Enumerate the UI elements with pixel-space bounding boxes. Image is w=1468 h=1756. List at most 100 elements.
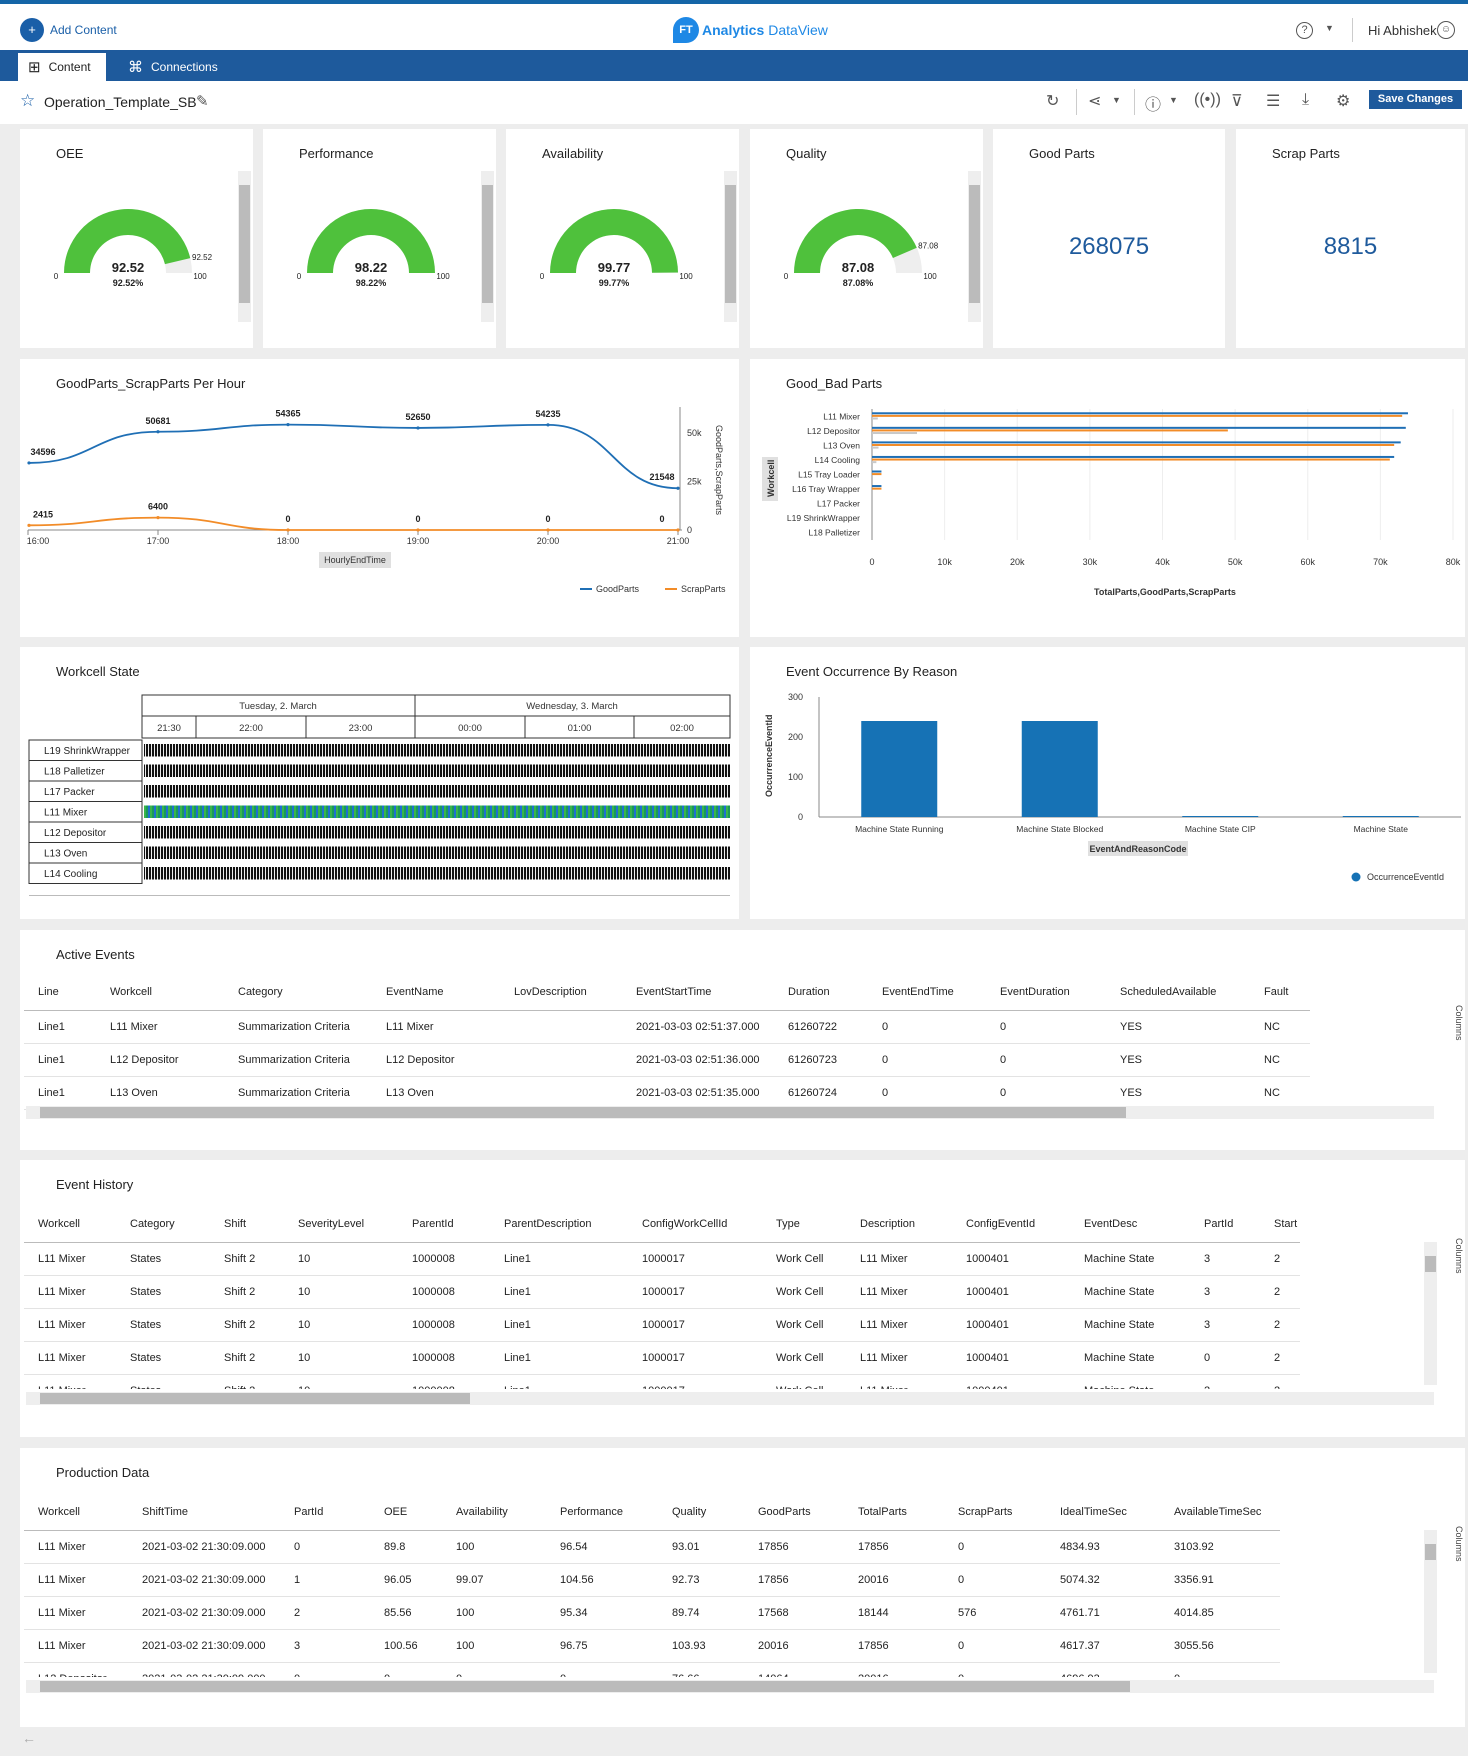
column-header[interactable]: Quality <box>658 1494 744 1531</box>
vertical-scrollbar[interactable] <box>1424 1242 1437 1385</box>
column-header[interactable]: ParentDescription <box>490 1206 628 1243</box>
save-changes-button[interactable]: Save Changes <box>1369 90 1462 109</box>
table-cell: 2 <box>280 1596 370 1630</box>
column-header[interactable]: TotalParts <box>844 1494 944 1531</box>
add-content-icon[interactable]: + <box>20 18 44 42</box>
column-header[interactable]: ConfigEventId <box>952 1206 1070 1243</box>
user-greeting[interactable]: Hi Abhishek <box>1368 23 1437 38</box>
gear-icon[interactable]: ⚙ <box>1336 93 1351 110</box>
table-cell: Line1 <box>490 1374 628 1389</box>
column-header[interactable]: AvailableTimeSec <box>1160 1494 1280 1531</box>
column-header[interactable]: Type <box>762 1206 846 1243</box>
tab-connections[interactable]: ⌘ Connections <box>118 53 228 81</box>
bar-TotalParts <box>872 426 1406 429</box>
share-icon[interactable]: ⋖ <box>1088 93 1102 110</box>
filter-icon[interactable]: ⊽ <box>1231 93 1243 110</box>
column-header[interactable]: ParentId <box>398 1206 490 1243</box>
chevron-down-icon[interactable]: ▼ <box>1169 95 1178 105</box>
x-axis-label-bg <box>1088 841 1188 856</box>
column-header[interactable]: SeverityLevel <box>284 1206 398 1243</box>
column-header[interactable]: Category <box>116 1206 210 1243</box>
table-cell: 2021-03-03 02:51:35.000 <box>622 1076 774 1110</box>
chevron-down-icon[interactable]: ▼ <box>1325 23 1334 33</box>
column-header[interactable]: EventName <box>372 974 500 1011</box>
chevron-down-icon[interactable]: ▼ <box>1112 95 1121 105</box>
table-row[interactable]: Line1 L12 Depositor Summarization Criteria… <box>24 1043 1310 1077</box>
vertical-scrollbar[interactable] <box>1424 1530 1437 1673</box>
table-row[interactable]: L11 Mixer 2021-03-02 21:30:09.000 3 100.56 1… <box>24 1629 1280 1663</box>
column-header[interactable]: EventDuration <box>986 974 1106 1011</box>
broadcast-icon[interactable]: ((•)) <box>1194 91 1221 108</box>
column-header[interactable]: Category <box>224 974 372 1011</box>
table-row[interactable]: L11 Mixer 2021-03-02 21:30:09.000 2 85.56 10… <box>24 1596 1280 1630</box>
user-avatar-icon[interactable]: ☺ <box>1437 21 1455 39</box>
horizontal-scrollbar[interactable] <box>26 1392 1434 1405</box>
columns-panel-toggle[interactable]: Columns <box>1454 1238 1464 1274</box>
tab-content[interactable]: ⊞ Content <box>18 53 106 81</box>
column-header[interactable]: Workcell <box>24 1494 128 1531</box>
table-row[interactable]: Line1 L13 Oven Summarization Criteria L13 O… <box>24 1076 1310 1110</box>
scrollbar[interactable] <box>724 171 737 322</box>
column-header[interactable]: PartId <box>1190 1206 1260 1243</box>
back-arrow-icon[interactable]: ← <box>22 1730 36 1746</box>
column-header[interactable]: IdealTimeSec <box>1046 1494 1160 1531</box>
column-header[interactable]: Line <box>24 974 96 1011</box>
horizontal-scrollbar[interactable] <box>26 1680 1434 1693</box>
y-tick-label: 100 <box>788 772 803 782</box>
workcell-row-label: L19 ShrinkWrapper <box>44 746 131 757</box>
column-header[interactable]: ScrapParts <box>944 1494 1046 1531</box>
column-header[interactable]: ShiftTime <box>128 1494 280 1531</box>
gauge-min: 0 <box>784 272 789 281</box>
bar-GoodParts <box>872 473 882 476</box>
table-row[interactable]: L11 Mixer 2021-03-02 21:30:09.000 1 96.05 99… <box>24 1563 1280 1597</box>
bar <box>1182 816 1259 817</box>
active-events-table: Line Workcell Category EventName LovDescript… <box>24 974 1310 1110</box>
column-header[interactable]: EventStartTime <box>622 974 774 1011</box>
download-icon[interactable]: ⤓ <box>1302 91 1310 108</box>
column-header[interactable]: Workcell <box>96 974 224 1011</box>
column-header[interactable]: EventDesc <box>1070 1206 1190 1243</box>
column-header[interactable]: Duration <box>774 974 868 1011</box>
column-header[interactable]: Fault <box>1250 974 1310 1011</box>
info-icon[interactable]: ⓘ <box>1145 97 1162 114</box>
gauge-fill <box>550 208 678 273</box>
scrollbar[interactable] <box>481 171 494 322</box>
horizontal-scrollbar[interactable] <box>26 1106 1434 1119</box>
columns-panel-toggle[interactable]: Columns <box>1454 1526 1464 1562</box>
column-header[interactable]: EventEndTime <box>868 974 986 1011</box>
columns-panel-toggle[interactable]: Columns <box>1454 1005 1464 1041</box>
sliders-icon[interactable]: ☰ <box>1266 93 1281 110</box>
column-header[interactable]: LovDescription <box>500 974 622 1011</box>
favorite-star-icon[interactable]: ☆ <box>20 91 36 110</box>
column-header[interactable]: Performance <box>546 1494 658 1531</box>
table-cell: States <box>116 1374 210 1389</box>
help-icon[interactable]: ? <box>1296 22 1313 39</box>
table-cell: 3103.92 <box>1160 1530 1280 1564</box>
column-header[interactable]: Start <box>1260 1206 1300 1243</box>
column-header[interactable]: ScheduledAvailable <box>1106 974 1250 1011</box>
table-row[interactable]: Line1 L11 Mixer Summarization Criteria L11 … <box>24 1010 1310 1044</box>
column-header[interactable]: Availability <box>442 1494 546 1531</box>
table-cell: 0 <box>944 1563 1046 1597</box>
column-header[interactable]: OEE <box>370 1494 442 1531</box>
scrollbar[interactable] <box>968 171 981 322</box>
table-cell: 17856 <box>844 1530 944 1564</box>
column-header[interactable]: Workcell <box>24 1206 116 1243</box>
column-header[interactable]: Shift <box>210 1206 284 1243</box>
table-row[interactable]: L11 Mixer 2021-03-02 21:30:09.000 0 89.8 100… <box>24 1530 1280 1564</box>
add-content-link[interactable]: Add Content <box>50 23 117 37</box>
scrollbar[interactable] <box>238 171 251 322</box>
column-header[interactable]: ConfigWorkCellId <box>628 1206 762 1243</box>
column-header[interactable]: Description <box>846 1206 952 1243</box>
edit-pencil-icon[interactable]: ✎ <box>196 93 209 110</box>
table-cell: 20016 <box>744 1629 844 1663</box>
column-header[interactable]: PartId <box>280 1494 370 1531</box>
column-header[interactable]: GoodParts <box>744 1494 844 1531</box>
refresh-icon[interactable]: ↻ <box>1046 93 1060 110</box>
